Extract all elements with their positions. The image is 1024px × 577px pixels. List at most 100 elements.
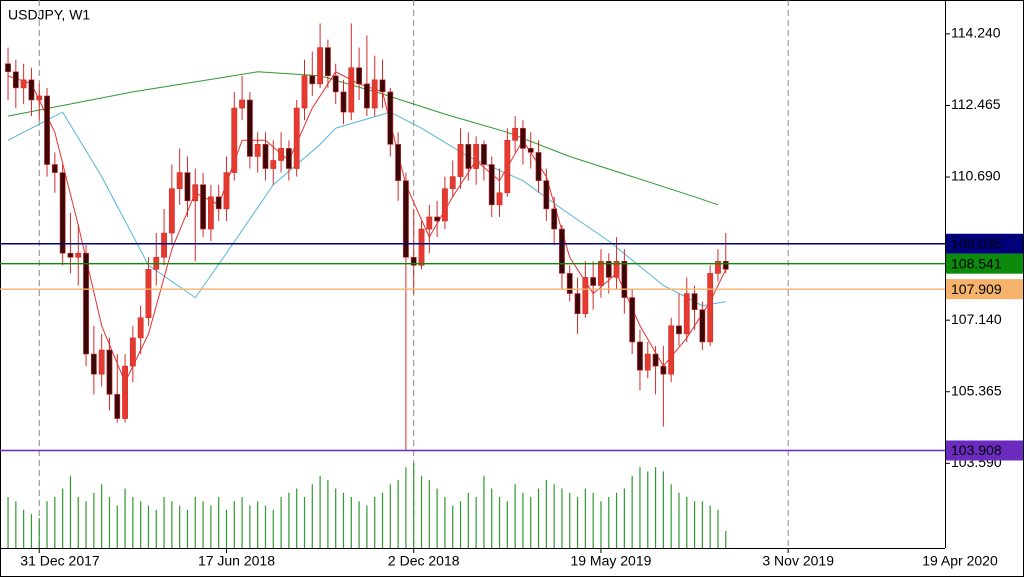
candle-body <box>403 180 409 258</box>
candle-body <box>605 260 612 278</box>
candle-body <box>488 164 495 206</box>
candle-body <box>660 365 667 375</box>
candle-body <box>270 160 277 169</box>
candle-body <box>122 365 128 419</box>
level-label-bg <box>946 440 1023 461</box>
candle-body <box>543 180 550 210</box>
moving-average <box>7 71 727 384</box>
candle-body <box>590 277 597 286</box>
moving-average <box>7 111 726 307</box>
candle-body <box>161 232 167 258</box>
candle-body <box>551 208 558 230</box>
candle-body <box>129 337 136 367</box>
candle-body <box>722 260 729 270</box>
candle-body <box>644 353 651 371</box>
candle-body <box>207 196 214 230</box>
candle-body <box>707 273 714 343</box>
candle-body <box>168 188 175 234</box>
candle-body <box>418 228 425 266</box>
candle-body <box>395 144 402 181</box>
candle-body <box>239 99 245 109</box>
candle-body <box>200 184 206 230</box>
candle-body <box>67 252 74 258</box>
candle-body <box>481 144 487 165</box>
candle-body <box>652 353 659 367</box>
candle-body <box>527 148 534 153</box>
candle-body <box>691 293 698 310</box>
candle-body <box>324 47 331 77</box>
candle-body <box>683 293 690 335</box>
candle-body <box>184 172 191 202</box>
candle-body <box>192 184 199 202</box>
candle-body <box>426 216 433 230</box>
candle-body <box>582 277 589 315</box>
candle-body <box>668 325 675 375</box>
candle-body <box>137 317 144 339</box>
candle-body <box>262 144 269 169</box>
candle-body <box>566 273 573 294</box>
candle-body <box>293 107 300 169</box>
x-tick-label: 19 Apr 2020 <box>922 553 998 569</box>
candle-body <box>75 252 82 258</box>
candle-body <box>51 164 58 173</box>
candle-body <box>520 127 526 149</box>
candle-body <box>332 75 339 93</box>
candle-body <box>449 176 456 190</box>
candle-body <box>59 172 66 254</box>
candle-body <box>434 216 441 222</box>
level-label-bg <box>946 253 1023 274</box>
y-tick-label: 112.465 <box>951 96 1001 112</box>
candle-body <box>496 192 503 206</box>
level-label: 107.909 <box>951 281 1002 297</box>
candle-body <box>356 67 363 85</box>
candle-body <box>559 228 565 274</box>
candle-body <box>83 252 89 355</box>
candle-body <box>106 349 113 395</box>
candle-body <box>621 260 628 298</box>
x-tick-label: 31 Dec 2017 <box>20 553 100 569</box>
candle-body <box>176 172 183 190</box>
candle-body <box>215 196 222 210</box>
y-tick-label: 114.240 <box>951 25 1001 41</box>
candle-body <box>676 325 682 335</box>
candle-body <box>90 353 97 375</box>
level-label: 109.035 <box>951 235 1002 251</box>
candle-body <box>20 79 27 89</box>
candle-body <box>387 91 394 145</box>
candle-body <box>98 349 105 375</box>
candle-body <box>254 144 261 157</box>
candle-body <box>223 172 230 210</box>
candle-body <box>145 269 152 319</box>
candle-body <box>371 79 378 109</box>
candle-body <box>114 394 121 419</box>
candle-body <box>340 91 347 113</box>
candle-body <box>317 47 323 85</box>
candle-body <box>379 79 386 93</box>
candle-body <box>504 140 511 194</box>
x-tick-label: 3 Nov 2019 <box>762 553 834 569</box>
level-label: 108.541 <box>951 255 1002 271</box>
candle-body <box>348 67 355 113</box>
candle-body <box>410 256 417 266</box>
level-label: 103.908 <box>951 442 1002 458</box>
candle-body <box>36 95 43 101</box>
candle-body <box>301 75 308 109</box>
candle-body <box>5 63 11 73</box>
candle-body <box>278 148 284 161</box>
candle-body <box>457 144 464 177</box>
candle-body <box>613 260 620 278</box>
x-tick-label: 19 May 2019 <box>570 553 651 569</box>
candle-body <box>285 148 292 169</box>
candle-body <box>309 75 316 85</box>
candle-body <box>44 95 50 165</box>
y-tick-label: 107.140 <box>951 311 1002 327</box>
candle-body <box>629 297 636 343</box>
candle-body <box>465 144 472 169</box>
candle-body <box>574 293 581 315</box>
candle-body <box>231 107 238 173</box>
candle-body <box>364 83 370 109</box>
candle-body <box>637 341 643 371</box>
candle-body <box>512 127 519 141</box>
candle-body <box>699 309 706 343</box>
